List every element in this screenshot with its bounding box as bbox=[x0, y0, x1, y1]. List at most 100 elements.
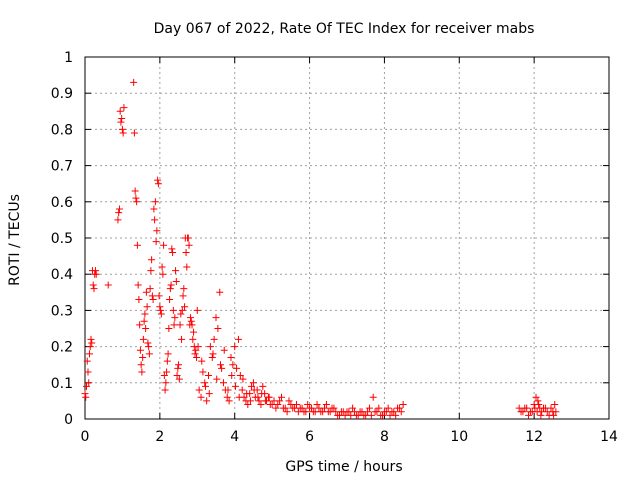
data-point-marker bbox=[218, 364, 226, 372]
data-point-marker bbox=[552, 408, 560, 416]
data-point bbox=[365, 404, 373, 412]
data-point bbox=[177, 310, 185, 318]
data-point bbox=[147, 267, 155, 275]
data-point bbox=[104, 281, 112, 289]
data-point bbox=[296, 404, 304, 412]
data-point bbox=[349, 404, 357, 412]
data-point-marker bbox=[201, 379, 209, 387]
data-point-marker bbox=[154, 176, 162, 184]
data-point-marker bbox=[212, 314, 220, 322]
data-point bbox=[142, 288, 150, 296]
data-point bbox=[174, 364, 182, 372]
data-point bbox=[178, 335, 186, 343]
data-point-marker bbox=[257, 401, 265, 409]
data-point bbox=[248, 382, 256, 390]
data-point-marker bbox=[138, 368, 146, 376]
data-point-marker bbox=[188, 321, 196, 329]
data-point bbox=[521, 404, 529, 412]
data-point-marker bbox=[233, 364, 241, 372]
data-point bbox=[130, 129, 138, 137]
data-point bbox=[533, 408, 541, 416]
data-point-marker bbox=[352, 411, 360, 419]
data-point bbox=[543, 408, 551, 416]
data-point bbox=[285, 397, 293, 405]
data-point-marker bbox=[313, 401, 321, 409]
data-point bbox=[178, 306, 186, 314]
data-point bbox=[117, 118, 125, 126]
data-point-marker bbox=[202, 382, 210, 390]
data-point-marker bbox=[535, 401, 543, 409]
data-point-marker bbox=[91, 267, 99, 275]
data-point-marker bbox=[231, 343, 239, 351]
data-point-marker bbox=[228, 372, 236, 380]
data-point-marker bbox=[236, 372, 244, 380]
data-point bbox=[394, 404, 402, 412]
data-point-marker bbox=[205, 390, 213, 398]
data-point bbox=[244, 401, 252, 409]
data-point-marker bbox=[83, 357, 91, 365]
data-point-marker bbox=[304, 401, 312, 409]
data-point-marker bbox=[160, 372, 168, 380]
data-point bbox=[250, 386, 258, 394]
data-point bbox=[153, 227, 161, 235]
data-point-marker bbox=[315, 404, 323, 412]
chart-title: Day 067 of 2022, Rate Of TEC Index for r… bbox=[154, 21, 535, 37]
data-point-marker bbox=[139, 335, 147, 343]
data-point-marker bbox=[166, 285, 174, 293]
data-point bbox=[169, 248, 177, 256]
data-point bbox=[182, 248, 190, 256]
data-point bbox=[322, 401, 330, 409]
data-point bbox=[265, 393, 273, 401]
data-point-marker bbox=[163, 368, 171, 376]
data-point-marker bbox=[148, 292, 156, 300]
data-point-marker bbox=[224, 386, 232, 394]
data-point bbox=[179, 292, 187, 300]
data-point-marker bbox=[136, 346, 144, 354]
data-point bbox=[274, 401, 282, 409]
data-point-marker bbox=[153, 227, 161, 235]
data-point bbox=[132, 194, 140, 202]
data-point-marker bbox=[166, 296, 174, 304]
data-point bbox=[206, 343, 214, 351]
data-point bbox=[190, 328, 198, 336]
data-point bbox=[187, 314, 195, 322]
data-point bbox=[118, 125, 126, 133]
data-point bbox=[134, 281, 142, 289]
data-point bbox=[517, 408, 525, 416]
data-point bbox=[184, 234, 192, 242]
data-point bbox=[202, 382, 210, 390]
data-point bbox=[82, 382, 90, 390]
data-point bbox=[223, 393, 231, 401]
data-point-marker bbox=[146, 285, 154, 293]
data-point-marker bbox=[367, 411, 375, 419]
data-point bbox=[547, 404, 555, 412]
data-point-marker bbox=[517, 408, 525, 416]
data-point-marker bbox=[345, 408, 353, 416]
data-point bbox=[278, 393, 285, 401]
data-point bbox=[233, 364, 241, 372]
data-point-marker bbox=[349, 404, 357, 412]
data-point bbox=[150, 205, 158, 213]
data-point bbox=[176, 321, 184, 329]
data-point bbox=[165, 325, 173, 332]
data-point-marker bbox=[255, 397, 263, 405]
data-point bbox=[397, 408, 405, 416]
data-point-marker bbox=[225, 397, 233, 405]
data-point bbox=[525, 411, 533, 419]
data-point-marker bbox=[334, 411, 342, 419]
data-point bbox=[249, 379, 257, 387]
data-point bbox=[151, 216, 159, 224]
data-point bbox=[337, 408, 345, 416]
y-tick-label: 0.7 bbox=[51, 159, 73, 175]
data-point-marker bbox=[104, 281, 112, 289]
data-point-marker bbox=[533, 408, 541, 416]
data-point bbox=[360, 411, 368, 419]
data-point-marker bbox=[142, 288, 150, 296]
data-point bbox=[209, 350, 217, 358]
data-point bbox=[87, 335, 95, 343]
data-point-marker bbox=[198, 357, 206, 365]
data-point bbox=[540, 404, 547, 412]
data-point-marker bbox=[537, 411, 545, 419]
data-point-marker bbox=[118, 125, 126, 133]
data-point-marker bbox=[179, 292, 187, 300]
